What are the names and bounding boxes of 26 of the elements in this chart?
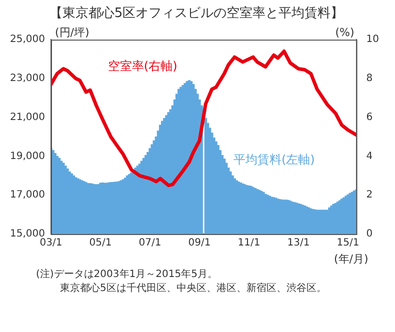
x-axis-title: (年/月): [334, 252, 368, 266]
y-tick-label: 23,000: [10, 73, 45, 84]
x-tick-label: 05/1: [89, 238, 112, 249]
x-tick-label: 07/1: [138, 238, 162, 249]
y2-tick-label: 8: [366, 73, 373, 84]
x-tick-label: 13/1: [287, 238, 310, 249]
x-tick-label: 09/1: [188, 238, 211, 249]
y2-axis-title: (%): [335, 26, 354, 39]
x-tick-label: 15/1: [336, 238, 360, 249]
text: (注)データは2003年1月～2015年5月。: [36, 268, 218, 282]
y-tick-label: 21,000: [10, 112, 45, 123]
series-label: 平均賃料(左軸): [233, 152, 315, 166]
y2-tick-label: 4: [366, 150, 373, 162]
text: 空室率(右軸): [108, 58, 178, 73]
x-tick-label: 11/1: [238, 238, 260, 249]
x-tick-label: 03/1: [40, 238, 62, 249]
text: 東京都心5区は千代田区、中央区、港区、新宿区、渋谷区。: [59, 282, 326, 296]
y2-tick-label: 10: [366, 34, 380, 46]
y2-tick-label: 2: [366, 190, 373, 201]
y-tick-label: 25,000: [10, 34, 45, 46]
y-tick-label: 19,000: [10, 150, 45, 162]
y2-tick-label: 0: [366, 228, 373, 240]
chart-title: 【東京都心5区オフィスビルの空室率と平均賃料】: [49, 5, 344, 22]
y-tick-label: 17,000: [10, 190, 45, 201]
y2-tick-label: 6: [366, 112, 373, 123]
y-axis-title: (円/坪): [54, 26, 90, 39]
